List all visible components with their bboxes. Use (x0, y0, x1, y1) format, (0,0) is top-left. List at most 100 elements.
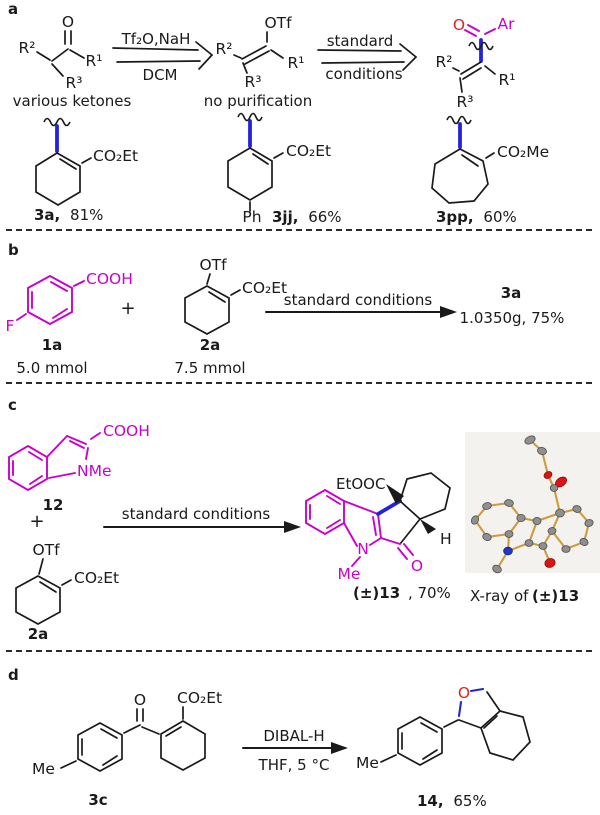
caption-various-ketones: various ketones (13, 92, 132, 110)
structure-12: NMe COOH 12 (8, 422, 150, 514)
triflate-R1: R¹ (288, 54, 305, 72)
structure-3c: Me O CO₂Et 3c (32, 689, 222, 809)
n-13: N (357, 540, 369, 558)
h-13: H (440, 530, 452, 548)
ester-3pp: CO₂Me (497, 143, 549, 161)
structure-14: Me O 14, 65% (356, 684, 531, 810)
triflate-OTf: OTf (264, 14, 292, 32)
yield-13: , 70% (408, 584, 451, 602)
me-3c: Me (32, 760, 55, 778)
panel-letter-b: b (8, 241, 19, 259)
ketone-R2: R² (19, 39, 36, 57)
amount-1a: 5.0 mmol (16, 359, 87, 377)
ketone-O: O (62, 13, 74, 31)
f-1a: F (6, 317, 15, 335)
yield-3pp: 60% (483, 208, 516, 226)
amount-2a: 7.5 mmol (174, 359, 245, 377)
dashed-separator-2 (6, 382, 592, 384)
label-3jj: 3jj, (272, 208, 298, 226)
structure-1a: COOH F 1a 5.0 mmol (6, 270, 133, 377)
ester-3jj: CO₂Et (286, 142, 331, 160)
structure-ketone: O R² R¹ R³ various ketones (13, 13, 132, 110)
svg-text:(±)13 , 70%: (±)13 , 70% (353, 584, 451, 602)
ketone-R3: R³ (66, 74, 83, 92)
arrow-c-label: standard conditions (122, 505, 271, 523)
panel-d: d Me O CO₂Et 3c DIBAL-H THF, 5 °C (8, 666, 531, 810)
label-13: (±)13 (353, 584, 400, 602)
label-3c: 3c (88, 791, 107, 809)
xray-caption-prefix: X-ray of (470, 587, 529, 605)
product-R3: R³ (457, 93, 474, 111)
structure-3jj: CO₂Et Ph 3jj, 66% (227, 112, 342, 226)
triflate-R2: R² (216, 40, 233, 58)
arrow-b-label: standard conditions (284, 291, 433, 309)
o-3c: O (134, 691, 146, 709)
label-14: 14, (417, 792, 444, 810)
structure-product-general: O Ar R² R¹ R³ (436, 15, 516, 111)
product-R2: R² (436, 53, 453, 71)
arrow-d-bottom: THF, 5 °C (258, 756, 330, 774)
product-3a-result: 1.0350g, 75% (460, 309, 565, 327)
reaction-arrow-b: standard conditions (265, 291, 457, 318)
otf-2a-c: OTf (32, 541, 60, 559)
dashed-separator-3 (6, 650, 592, 652)
panel-a: a O R² R¹ R³ various ketones Tf₂O,NaH DC… (8, 0, 549, 226)
structure-2a-b: OTf CO₂Et 2a 7.5 mmol (174, 256, 287, 377)
dashed-separator-1 (6, 229, 592, 231)
svg-text:3pp, 60%: 3pp, 60% (436, 208, 517, 226)
ketone-R1: R¹ (86, 52, 103, 70)
xray-structure: X-ray of (±)13 (465, 432, 600, 605)
triflate-R3: R³ (245, 73, 262, 91)
label-12: 12 (43, 496, 64, 514)
me-13: Me (338, 565, 361, 583)
ester-2a-c: CO₂Et (74, 569, 119, 587)
plus-sign: + (120, 298, 135, 319)
structure-enol-triflate: OTf R² R¹ R³ no purification (204, 14, 312, 110)
plus-sign-c: + (29, 511, 44, 532)
product-Ar: Ar (498, 15, 516, 33)
label-3a: 3a, (34, 206, 60, 224)
xray-atoms (470, 435, 594, 574)
reaction-arrow-1: Tf₂O,NaH DCM (112, 30, 213, 84)
me-14: Me (356, 754, 379, 772)
cooh-1a: COOH (86, 270, 133, 288)
label-2a: 2a (200, 336, 221, 354)
panel-letter-d: d (8, 666, 19, 684)
ester-3c: CO₂Et (177, 689, 222, 707)
reaction-arrow-c: standard conditions (103, 505, 301, 533)
structure-13: N Me O EtOOC H (±)13 , 70% (305, 472, 452, 602)
svg-text:14, 65%: 14, 65% (417, 792, 487, 810)
yield-3jj: 66% (308, 208, 341, 226)
ester-13: EtOOC (336, 475, 385, 493)
product-O: O (453, 16, 465, 34)
o-14: O (458, 684, 470, 702)
nme-12: NMe (77, 462, 112, 480)
svg-text:3a, 81%: 3a, 81% (34, 206, 103, 224)
caption-no-purification: no purification (204, 92, 312, 110)
ph-3jj: Ph (242, 208, 261, 226)
structure-2a-c: OTf CO₂Et 2a (15, 541, 119, 643)
xray-caption-id: (±)13 (532, 587, 579, 605)
yield-14: 65% (453, 792, 486, 810)
panel-c: c NMe COOH 12 + OTf CO₂Et 2a (8, 396, 600, 643)
o-13: O (411, 557, 423, 575)
product-3a-id: 3a (501, 284, 522, 302)
label-1a: 1a (42, 336, 63, 354)
svg-text:3jj, 66%: 3jj, 66% (272, 208, 342, 226)
yield-3a: 81% (70, 206, 103, 224)
ester-3a: CO₂Et (93, 147, 138, 165)
arrow-d-top: DIBAL-H (263, 727, 324, 745)
xray-background (465, 432, 600, 573)
label-2a-c: 2a (28, 625, 49, 643)
arrow1-solvent: DCM (143, 66, 178, 84)
product-R1: R¹ (499, 71, 516, 89)
reaction-arrow-d: DIBAL-H THF, 5 °C (242, 727, 348, 774)
label-3pp: 3pp, (436, 208, 474, 226)
ester-2a: CO₂Et (242, 279, 287, 297)
cooh-12: COOH (103, 422, 150, 440)
reaction-arrow-2: standard conditions (317, 32, 417, 83)
panel-letter-a: a (8, 0, 18, 18)
structure-3a: CO₂Et 3a, 81% (34, 117, 138, 224)
structure-3pp: CO₂Me 3pp, 60% (431, 115, 549, 226)
